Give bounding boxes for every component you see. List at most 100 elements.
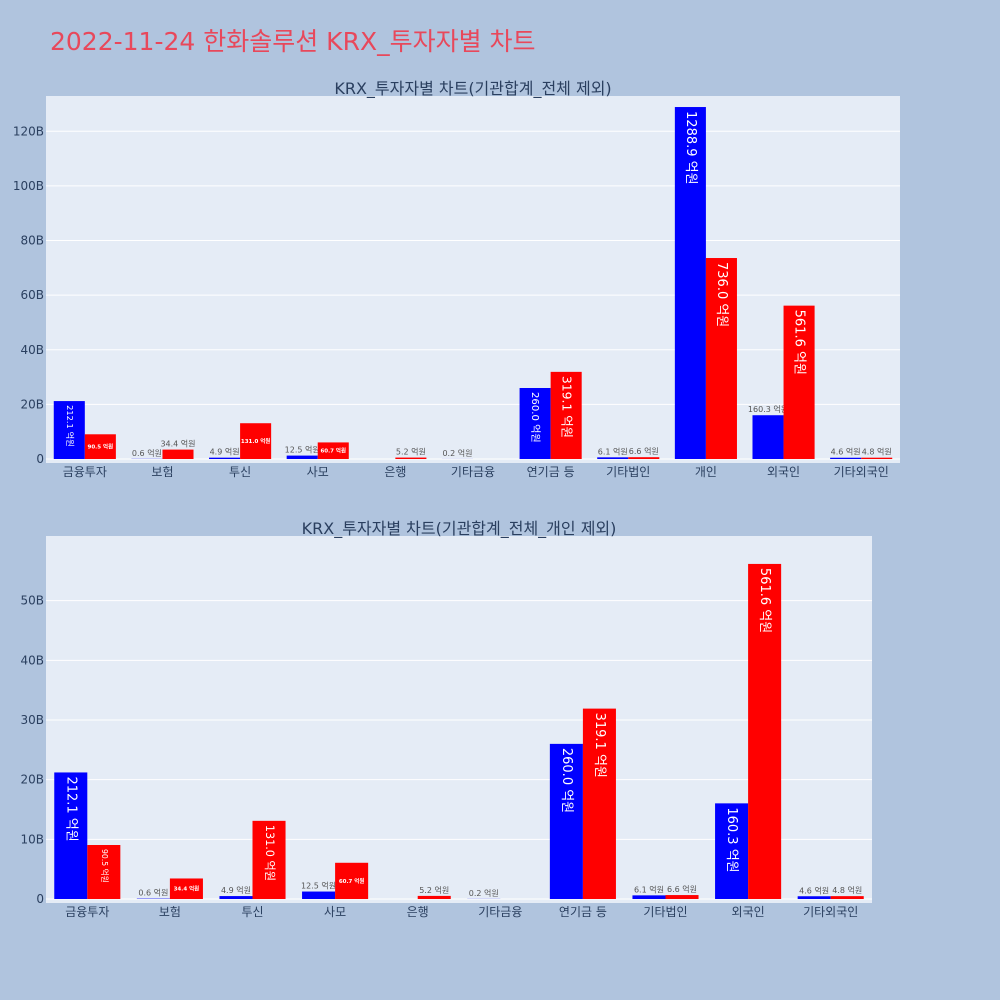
x-tick-label: 기타금융 [478,905,522,919]
data-label: 6.1 억원 [634,884,664,894]
x-tick-label: 금융투자 [65,905,109,919]
sell-bar [240,423,272,459]
data-label: 12.5 억원 [285,445,320,455]
data-label: 90.5 억원 [100,849,109,883]
chart-title: KRX_투자자별 차트(기관합계_전체_개인 제외) [302,519,617,539]
buy-bar [54,772,88,899]
chart-1: 0 20B 40B 60B 80B 100B 120B KRX_투자자별 차트(기관합계_전체… [13,79,900,479]
data-label: 4.9 억원 [210,447,240,457]
buy-bar [219,896,253,899]
data-label: 6.6 억원 [629,446,659,456]
sell-bar [162,449,194,459]
sell-bar [84,434,116,459]
data-label: 319.1 억원 [560,376,575,438]
y-tick-label: 0 [36,452,44,466]
x-tick-label: 은행 [407,904,429,919]
sell-bar [395,457,427,459]
data-label: 6.1 억원 [598,446,628,456]
y-tick-label: 30B [20,713,44,727]
data-label: 60.7 억원 [320,447,346,455]
buy-bar [752,415,784,459]
buy-bar [830,457,862,459]
buy-bar [209,457,241,459]
sell-bar [550,371,582,459]
buy-bar [797,896,831,899]
data-label: 0.2 억원 [469,888,499,898]
y-tick-label: 40B [20,653,44,667]
y-tick-label: 120B [13,124,44,138]
x-tick-label: 기타금융 [451,465,495,479]
x-tick-label: 보험 [159,905,181,919]
sell-bar [861,457,893,459]
data-label: 0.6 억원 [132,448,162,458]
x-tick-label: 연기금 등 [527,465,575,479]
x-tick-label: 투신 [241,905,263,919]
buy-bar [715,803,749,899]
data-label: 1288.9 억원 [683,111,698,185]
buy-bar [286,455,318,459]
sell-bar [317,442,349,459]
sell-bar [335,862,369,899]
buy-bar [549,743,583,899]
x-tick-label: 외국인 [732,905,765,919]
y-tick-label: 20B [20,773,44,787]
data-label: 561.6 억원 [757,568,772,633]
buy-bar [53,401,85,459]
sell-bar [628,457,660,459]
y-tick-label: 0 [36,892,44,906]
data-label: 260.0 억원 [559,748,574,813]
x-tick-label: 사모 [307,465,329,479]
sell-bar [582,708,616,899]
data-label: 34.4 억원 [174,885,200,893]
sell-bar [783,305,815,459]
chart-2: 0 10B 20B 30B 40B 50B KRX_투자자별 차트(기관합계_전체_개인 제… [20,519,872,919]
x-tick-label: 은행 [384,464,406,479]
x-tick-label: 기타외국인 [834,465,889,479]
data-label: 4.8 억원 [862,447,892,457]
x-tick-label: 외국인 [767,465,800,479]
data-label: 212.1 억원 [65,405,75,447]
sell-bar [252,820,286,899]
data-label: 319.1 억원 [592,713,607,778]
sell-bar [87,845,121,899]
buy-bar [597,457,629,459]
data-label: 4.6 억원 [831,447,861,457]
data-label: 6.6 억원 [667,884,697,894]
buy-bar [632,895,666,899]
y-tick-label: 50B [20,594,44,608]
x-tick-label: 기타외국인 [803,905,858,919]
plot-area [46,96,900,463]
y-tick-label: 60B [20,288,44,302]
buy-bar [519,388,551,459]
x-tick-label: 사모 [324,905,346,919]
data-label: 131.0 억원 [241,437,270,445]
buy-bar [302,891,336,899]
data-label: 131.0 억원 [263,825,277,881]
x-tick-label: 기타법인 [643,905,687,919]
buy-bar [674,107,706,459]
y-tick-label: 100B [13,179,44,193]
x-tick-label: 금융투자 [63,465,107,479]
sell-bar [830,896,864,899]
y-tick-label: 40B [20,343,44,357]
sell-bar [417,895,451,899]
sell-bar [705,258,737,459]
data-label: 4.9 억원 [221,885,251,895]
data-label: 5.2 억원 [419,885,449,895]
data-label: 4.6 억원 [799,885,829,895]
data-label: 34.4 억원 [160,439,195,449]
y-tick-label: 80B [20,234,44,248]
data-label: 160.3 억원 [748,404,788,414]
y-tick-label: 20B [20,397,44,411]
data-label: 0.6 억원 [138,888,168,898]
sell-bar [748,563,782,899]
page-title: 2022-11-24 한화솔루션 KRX_투자자별 차트 [50,27,536,56]
y-tick-label: 10B [20,832,44,846]
x-tick-label: 연기금 등 [559,905,607,919]
x-tick-label: 기타법인 [606,465,650,479]
sell-bar [665,895,699,899]
data-label: 160.3 억원 [724,807,739,872]
sell-bar [169,878,203,899]
chart-title: KRX_투자자별 차트(기관합계_전체 제외) [334,79,611,99]
